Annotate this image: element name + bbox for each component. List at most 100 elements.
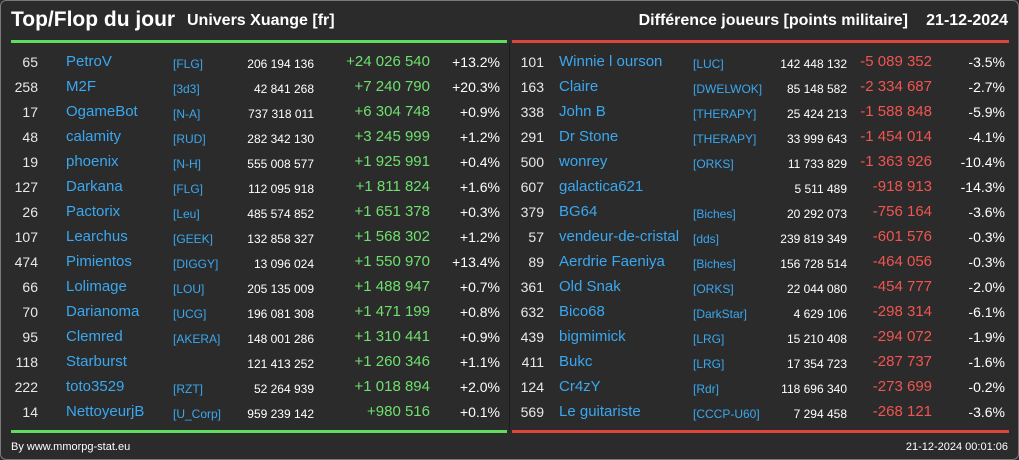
- alliance-tag-link[interactable]: [Leu]: [173, 207, 200, 221]
- alliance-tag-link[interactable]: [GEEK]: [173, 232, 214, 246]
- player-name-link[interactable]: Learchus: [66, 228, 128, 245]
- military-points: 206 194 136: [247, 57, 314, 71]
- military-points: 112 095 918: [248, 182, 314, 196]
- flop-panel: 101 Winnie l ourson [LUC] 142 448 132 -5 089…: [512, 40, 1009, 433]
- player-rank: 291: [520, 129, 544, 145]
- alliance-tag-link[interactable]: [N-A]: [173, 107, 201, 121]
- alliance-tag-link[interactable]: [DIGGY]: [173, 257, 219, 271]
- player-name-link[interactable]: calamity: [66, 128, 122, 145]
- percent-change: -2.0%: [968, 279, 1005, 295]
- alliance-tag-link[interactable]: [AKERA]: [173, 332, 221, 346]
- percent-change: -6.1%: [968, 304, 1005, 320]
- alliance-tag-link[interactable]: [RZT]: [173, 382, 203, 396]
- player-rank: 101: [520, 54, 544, 70]
- alliance-tag-link[interactable]: [FLG]: [173, 182, 204, 196]
- alliance-tag-link[interactable]: [Rdr]: [693, 382, 720, 396]
- alliance-tag-link[interactable]: [DarkStar]: [693, 307, 748, 321]
- player-name-link[interactable]: OgameBot: [66, 103, 138, 120]
- ranking-subtitle: Différence joueurs [points militaire]: [638, 12, 908, 29]
- top-row: 95 Clemred [AKERA] 148 001 286 +1 310 441 +0.…: [11, 324, 507, 349]
- alliance-tag-link[interactable]: [LRG]: [693, 357, 725, 371]
- player-name-link[interactable]: Dr Stone: [559, 128, 619, 145]
- percent-change: -3.6%: [968, 404, 1005, 420]
- military-points: 121 413 252: [247, 357, 314, 371]
- player-name-link[interactable]: Pimientos: [66, 253, 132, 270]
- player-name-link[interactable]: Darkana: [66, 178, 123, 195]
- points-difference: -601 576: [872, 228, 932, 245]
- player-name-link[interactable]: wonrey: [559, 153, 608, 170]
- top-row: 258 M2F [3d3] 42 841 268 +7 240 790 +20.3%: [11, 74, 507, 99]
- player-name-link[interactable]: bigmimick: [559, 328, 626, 345]
- top-row: 127 Darkana [FLG] 112 095 918 +1 811 824 +1.6…: [11, 174, 507, 199]
- player-name-link[interactable]: Clemred: [66, 328, 123, 345]
- points-difference: -918 913: [872, 178, 932, 195]
- player-name-link[interactable]: Bico68: [559, 303, 605, 320]
- player-name-link[interactable]: phoenix: [66, 153, 119, 170]
- alliance-tag-link[interactable]: [LRG]: [693, 332, 725, 346]
- footer-credit: By www.mmorpg-stat.eu: [11, 441, 131, 453]
- player-name-link[interactable]: toto3529: [66, 378, 125, 395]
- alliance-tag-link[interactable]: [N-H]: [173, 157, 201, 171]
- flop-row: 89 Aerdrie Faeniya [Biches] 156 728 514 -464…: [512, 249, 1009, 274]
- alliance-tag-link[interactable]: [DWELWOK]: [693, 82, 763, 96]
- alliance-tag-link[interactable]: [ORKS]: [693, 157, 734, 171]
- flop-row: 338 John B [THERAPY] 25 424 213 -1 588 848 -5…: [512, 99, 1009, 124]
- top-row: 17 OgameBot [N-A] 737 318 011 +6 304 748 +0.9…: [11, 99, 507, 124]
- player-name-link[interactable]: Winnie l ourson: [559, 53, 663, 70]
- player-name-link[interactable]: vendeur-de-cristal: [559, 228, 680, 245]
- alliance-tag-link[interactable]: [LUC]: [693, 57, 724, 71]
- player-name-link[interactable]: PetroV: [66, 53, 112, 70]
- alliance-tag-link[interactable]: [THERAPY]: [693, 107, 757, 121]
- alliance-tag-link[interactable]: [Biches]: [693, 207, 736, 221]
- alliance-tag-link[interactable]: [dds]: [693, 232, 720, 246]
- alliance-tag-link[interactable]: [3d3]: [173, 82, 200, 96]
- alliance-tag-link[interactable]: [THERAPY]: [693, 132, 757, 146]
- player-name-link[interactable]: Le guitariste: [559, 403, 641, 420]
- top-row: 65 PetroV [FLG] 206 194 136 +24 026 540 +13.2…: [11, 49, 507, 74]
- player-name-link[interactable]: Aerdrie Faeniya: [559, 253, 665, 270]
- points-difference: -454 777: [872, 278, 932, 295]
- player-rank: 411: [521, 354, 544, 370]
- player-name-link[interactable]: Starburst: [66, 353, 127, 370]
- alliance-tag-link[interactable]: [FLG]: [173, 57, 204, 71]
- player-name-link[interactable]: Pactorix: [66, 203, 121, 220]
- alliance-tag-link[interactable]: [RUD]: [173, 132, 206, 146]
- flop-row: 124 Cr4zY [Rdr] 118 696 340 -273 699 -0.2%: [512, 374, 1009, 399]
- military-points: 5 511 489: [794, 182, 848, 196]
- points-difference: +24 026 540: [346, 53, 430, 70]
- alliance-tag-link[interactable]: [U_Corp]: [173, 407, 222, 421]
- alliance-tag-link[interactable]: [CCCP-U60]: [693, 407, 760, 421]
- player-name-link[interactable]: Claire: [559, 78, 599, 95]
- player-rank: 222: [14, 379, 38, 395]
- alliance-tag-link[interactable]: [LOU]: [173, 282, 205, 296]
- percent-change: -1.6%: [968, 354, 1005, 370]
- player-name-link[interactable]: Cr4zY: [559, 378, 601, 395]
- percent-change: -3.6%: [968, 204, 1005, 220]
- player-name-link[interactable]: NettoyeurjB: [66, 403, 145, 420]
- points-difference: -268 121: [872, 403, 932, 420]
- player-name-link[interactable]: Old Snak: [559, 278, 621, 295]
- player-rank: 124: [520, 379, 544, 395]
- player-name-link[interactable]: John B: [559, 103, 606, 120]
- player-name-link[interactable]: BG64: [559, 203, 598, 220]
- player-name-link[interactable]: Bukc: [559, 353, 593, 370]
- alliance-tag-link[interactable]: [UCG]: [173, 307, 207, 321]
- percent-change: +0.9%: [459, 329, 500, 345]
- player-name-link[interactable]: Darianoma: [66, 303, 140, 320]
- percent-change: +0.3%: [459, 204, 500, 220]
- points-difference: +1 310 441: [354, 328, 431, 345]
- military-points: 555 008 577: [247, 157, 314, 171]
- player-name-link[interactable]: Lolimage: [66, 278, 127, 295]
- player-name-link[interactable]: M2F: [66, 78, 96, 95]
- alliance-tag-link[interactable]: [Biches]: [693, 257, 736, 271]
- military-points: 11 733 829: [787, 157, 847, 171]
- player-rank: 66: [22, 279, 38, 295]
- alliance-tag-link[interactable]: [ORKS]: [693, 282, 734, 296]
- percent-change: -0.3%: [968, 229, 1005, 245]
- flop-row: 500 wonrey [ORKS] 11 733 829 -1 363 926 -10.4…: [512, 149, 1009, 174]
- player-name-link[interactable]: galactica621: [559, 178, 644, 195]
- percent-change: -2.7%: [968, 79, 1005, 95]
- points-difference: -464 056: [872, 253, 932, 270]
- footer-timestamp: 21-12-2024 00:01:06: [905, 441, 1008, 453]
- player-rank: 17: [22, 104, 38, 120]
